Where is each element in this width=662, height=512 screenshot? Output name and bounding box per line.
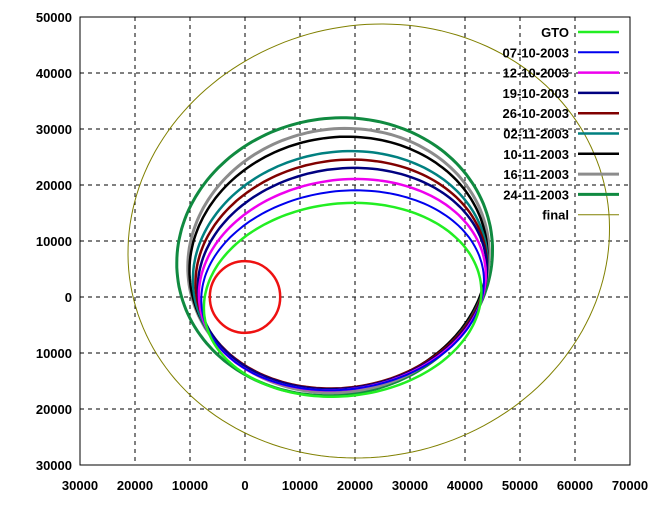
orbit-gto	[202, 201, 483, 398]
legend-label: 12-10-2003	[503, 66, 570, 81]
legend-label: 16-11-2003	[503, 167, 569, 182]
orbit-19-10-2003	[196, 166, 489, 391]
orbit-curves	[127, 23, 611, 459]
orbit-final	[127, 23, 611, 459]
orbit-12-10-2003	[197, 177, 488, 392]
y-tick-label: 20000	[36, 178, 72, 193]
x-tick-label: 30000	[62, 478, 98, 493]
y-tick-label: 30000	[36, 458, 72, 473]
plot-frame	[79, 16, 631, 466]
x-tick-label: 10000	[282, 478, 318, 493]
y-tick-label: 10000	[36, 234, 72, 249]
legend-label: 07-10-2003	[503, 45, 570, 60]
y-tick-label: 50000	[36, 10, 72, 25]
y-tick-label: 40000	[36, 66, 72, 81]
earth-circle	[208, 259, 282, 335]
x-axis: 30000 20000 10000 0 10000 20000 30000 40000 5000…	[62, 478, 648, 493]
y-tick-label: 10000	[36, 346, 72, 361]
legend-label: 02-11-2003	[503, 127, 569, 142]
y-tick-label: 20000	[36, 402, 72, 417]
legend-label: 19-10-2003	[503, 86, 570, 101]
legend-label: 24-11-2003	[503, 187, 569, 202]
y-axis: 30000 20000 10000 0 10000 20000 30000 40000 5000…	[36, 10, 72, 473]
y-tick-label: 30000	[36, 122, 72, 137]
orbit-07-10-2003	[200, 189, 486, 392]
x-tick-label: 10000	[172, 478, 208, 493]
grid	[80, 17, 630, 465]
x-tick-label: 70000	[612, 478, 648, 493]
x-tick-label: 20000	[337, 478, 373, 493]
x-tick-label: 50000	[502, 478, 538, 493]
x-tick-label: 60000	[557, 478, 593, 493]
legend-label: 10-11-2003	[503, 147, 569, 162]
legend-label: final	[542, 208, 569, 223]
x-tick-label: 30000	[392, 478, 428, 493]
legend-label: 26-10-2003	[503, 106, 570, 121]
x-tick-label: 0	[241, 478, 248, 493]
x-tick-label: 40000	[447, 478, 483, 493]
y-tick-label: 0	[65, 290, 72, 305]
legend-label: GTO	[541, 25, 569, 40]
x-tick-label: 20000	[117, 478, 153, 493]
legend: GTO 07-10-2003 12-10-2003 19-10-2003 26-10-2…	[503, 25, 619, 223]
